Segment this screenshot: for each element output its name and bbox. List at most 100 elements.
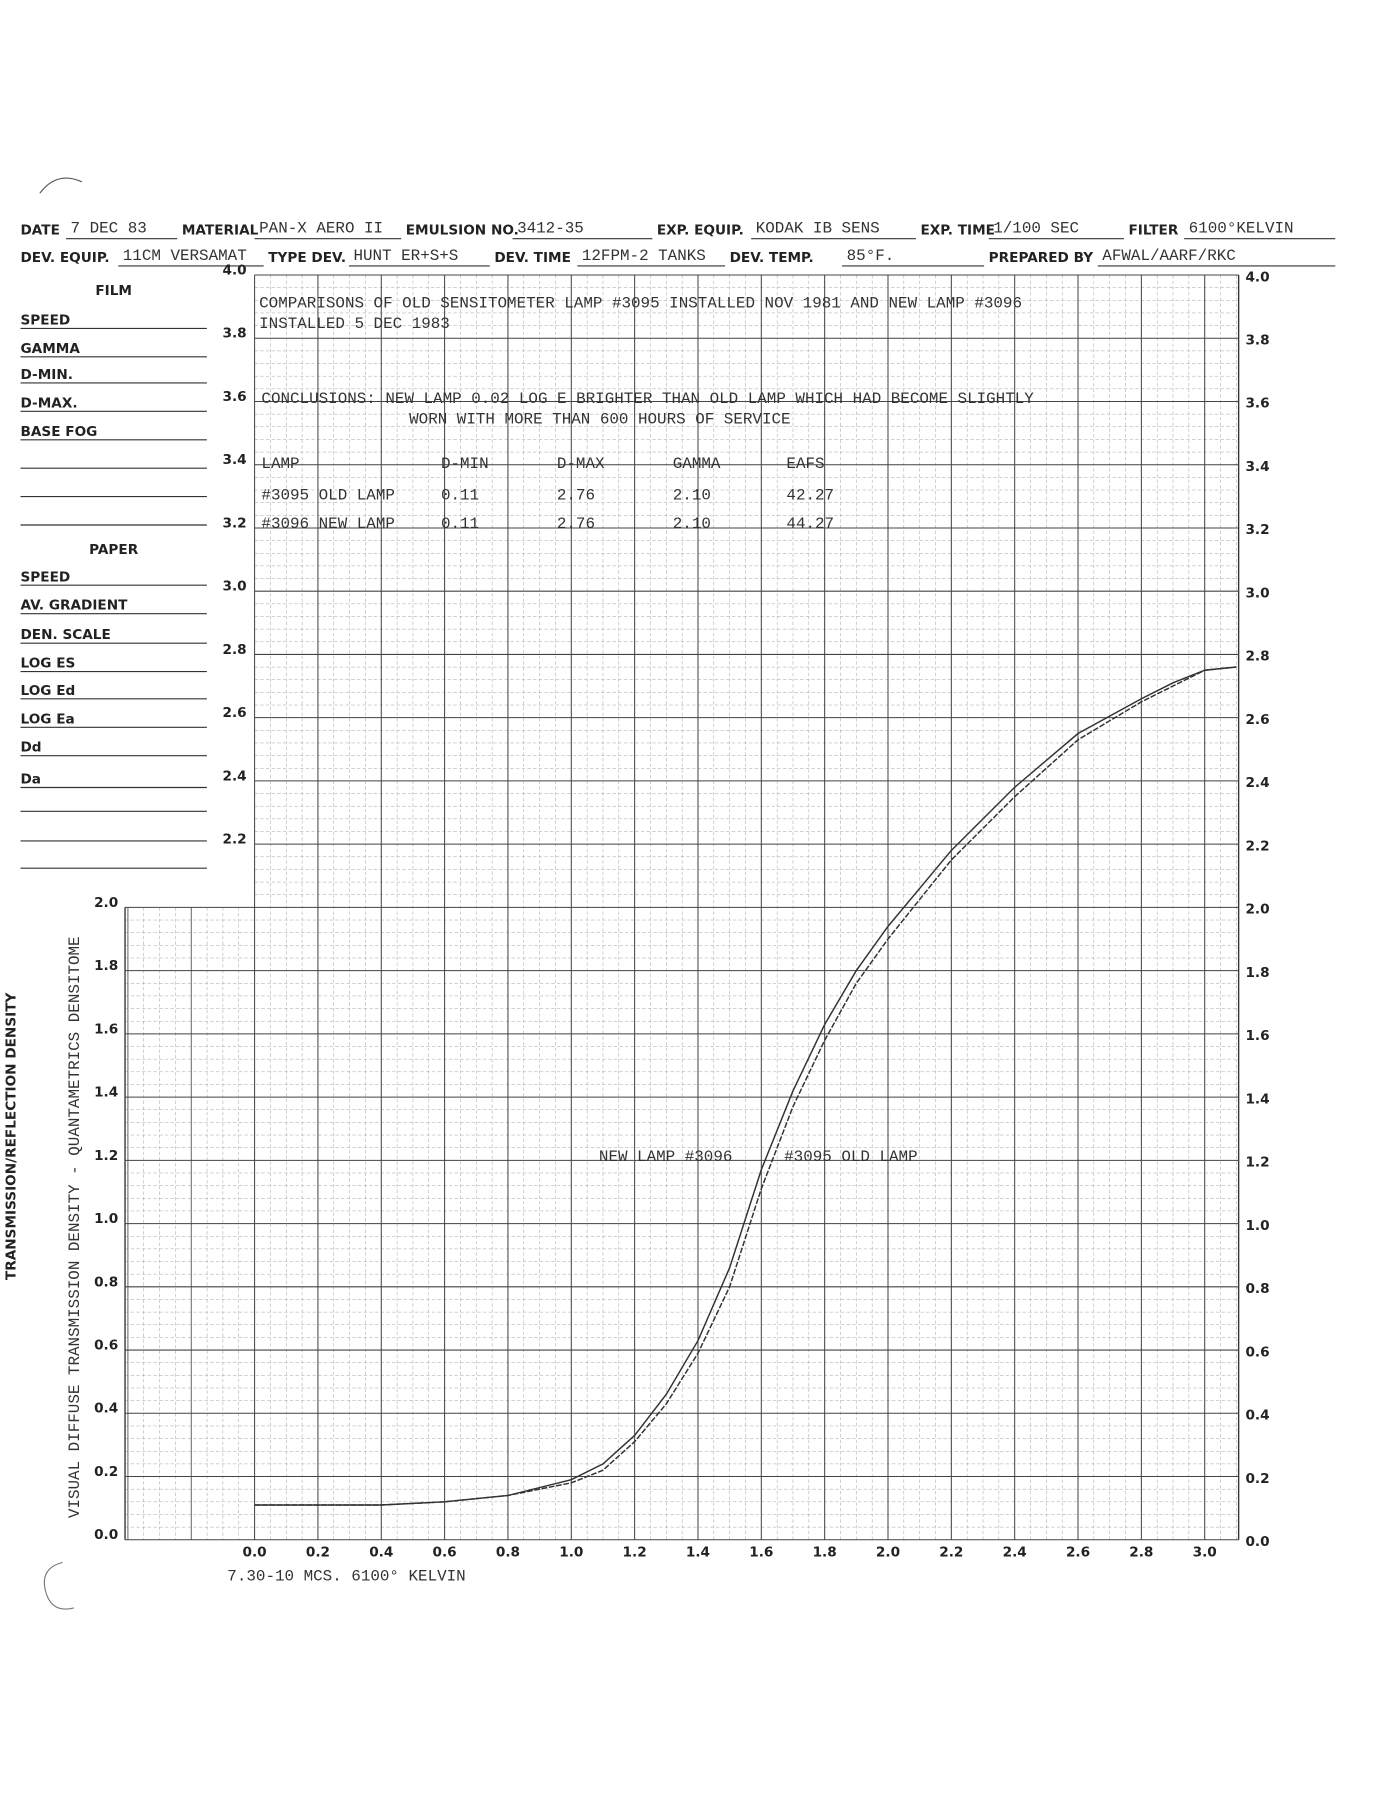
x-tick-label: 2.2 — [939, 1544, 963, 1560]
x-tick-label: 3.0 — [1193, 1544, 1217, 1560]
content: DATE 7 DEC 83 MATERIAL PAN-X AERO II EMULSIO… — [3, 220, 1336, 1585]
y-tick-label: 1.0 — [94, 1211, 118, 1227]
y-tick-label-right: 0.8 — [1245, 1281, 1269, 1297]
table-cell: #3095 OLD LAMP — [261, 487, 395, 505]
y-tick-label-right: 1.2 — [1245, 1155, 1269, 1171]
field-value: 3412-35 — [517, 220, 584, 238]
form-field-label: DEN. SCALE — [21, 627, 111, 643]
y-tick-label: 1.8 — [94, 958, 118, 974]
y-tick-label-right: 2.8 — [1245, 649, 1269, 665]
x-tick-label: 2.4 — [1003, 1544, 1027, 1560]
field-label: EXP. EQUIP. — [657, 223, 744, 239]
x-tick-label: 2.6 — [1066, 1544, 1090, 1560]
y-tick-label: 1.2 — [94, 1148, 118, 1164]
y-tick-label: 0.2 — [94, 1464, 118, 1480]
field-label: EMULSION NO. — [406, 223, 519, 239]
y-tick-label: 3.2 — [222, 515, 246, 531]
table-header: EAFS — [786, 455, 824, 473]
density-curve — [254, 666, 1237, 1506]
field-label: DATE — [21, 223, 60, 239]
x-tick-label: 1.2 — [623, 1544, 647, 1560]
y-tick-label-right: 4.0 — [1245, 269, 1269, 285]
field-value: HUNT ER+S+S — [353, 247, 458, 265]
y-tick-label-right: 0.0 — [1245, 1534, 1269, 1550]
form-field-label: LOG Ed — [21, 683, 76, 699]
y-tick-label-right: 1.4 — [1245, 1091, 1269, 1107]
x-tick-label: 0.4 — [369, 1544, 393, 1560]
x-subtitle: 7.30-10 MCS. 6100° KELVIN — [227, 1567, 465, 1585]
field-value: 1/100 SEC — [993, 220, 1079, 238]
form-field-label: LOG ES — [21, 656, 76, 672]
y-tick-label-right: 2.6 — [1245, 712, 1269, 728]
form-field-label: D-MIN. — [21, 367, 73, 383]
y-tick-label: 4.0 — [222, 262, 246, 278]
curve-annotation: #3095 OLD LAMP — [784, 1148, 918, 1166]
y-tick-label-right: 3.0 — [1245, 585, 1269, 601]
table-header: D-MAX — [557, 455, 605, 473]
y-tick-label-right: 1.8 — [1245, 965, 1269, 981]
form-section-title: FILM — [95, 283, 132, 299]
y-axis-label: VISUAL DIFFUSE TRANSMISSION DENSITY - QU… — [66, 936, 84, 1518]
table-cell: #3096 NEW LAMP — [261, 515, 395, 533]
note-line: COMPARISONS OF OLD SENSITOMETER LAMP #30… — [259, 295, 1022, 313]
field-label: MATERIAL — [182, 223, 259, 239]
x-tick-label: 0.0 — [243, 1544, 267, 1560]
y-tick-label: 1.4 — [94, 1085, 118, 1101]
table-cell: 44.27 — [786, 515, 834, 533]
x-tick-label: 1.6 — [749, 1544, 773, 1560]
y-tick-label-right: 3.4 — [1245, 459, 1269, 475]
field-value: 12FPM-2 TANKS — [582, 247, 706, 265]
y-tick-label-right: 3.6 — [1245, 396, 1269, 412]
form-field-label: SPEED — [21, 312, 71, 328]
y-tick-label-right: 2.4 — [1245, 775, 1269, 791]
form-field-label: D-MAX. — [21, 395, 78, 411]
y-tick-label-right: 0.2 — [1245, 1471, 1269, 1487]
field-label: DEV. TEMP. — [730, 250, 814, 266]
x-tick-label: 0.6 — [433, 1544, 457, 1560]
table-cell: 2.76 — [557, 515, 595, 533]
y-tick-label: 1.6 — [94, 1021, 118, 1037]
curve-annotation: NEW LAMP #3096 — [599, 1148, 733, 1166]
table-cell: 0.11 — [441, 487, 479, 505]
x-tick-label: 2.8 — [1129, 1544, 1153, 1560]
y-tick-label: 3.6 — [222, 389, 246, 405]
y-axis-label-outer: TRANSMISSION/REFLECTION DENSITY — [3, 992, 19, 1280]
form-section-title: PAPER — [89, 542, 139, 558]
y-tick-label-right: 2.2 — [1245, 838, 1269, 854]
form-field-label: AV. GRADIENT — [21, 598, 129, 614]
field-label: TYPE DEV. — [268, 250, 346, 266]
y-tick-label: 0.6 — [94, 1338, 118, 1354]
table-header: LAMP — [261, 455, 299, 473]
y-tick-label: 0.4 — [94, 1401, 118, 1417]
y-tick-label: 2.2 — [222, 832, 246, 848]
y-tick-label-right: 0.6 — [1245, 1344, 1269, 1360]
y-tick-label-right: 1.6 — [1245, 1028, 1269, 1044]
field-label: EXP. TIME — [921, 223, 995, 239]
x-tick-label: 1.4 — [686, 1544, 710, 1560]
field-label: PREPARED BY — [989, 250, 1094, 266]
x-tick-label: 2.0 — [876, 1544, 900, 1560]
punch-hole — [39, 177, 83, 194]
x-tick-label: 1.8 — [813, 1544, 837, 1560]
grid — [124, 274, 1240, 1541]
table-cell: 2.76 — [557, 487, 595, 505]
field-label: DEV. TIME — [494, 250, 571, 266]
form-field-label: BASE FOG — [21, 424, 98, 440]
table-cell: 0.11 — [441, 515, 479, 533]
x-tick-label: 1.0 — [559, 1544, 583, 1560]
y-tick-label-right: 1.0 — [1245, 1218, 1269, 1234]
field-label: FILTER — [1128, 223, 1178, 239]
field-value: KODAK IB SENS — [756, 220, 880, 238]
y-tick-label: 2.8 — [222, 642, 246, 658]
table-cell: 2.10 — [673, 515, 711, 533]
y-tick-label: 3.8 — [222, 326, 246, 342]
field-value: PAN-X AERO II — [259, 220, 383, 238]
y-tick-label: 0.0 — [94, 1527, 118, 1543]
y-tick-label-right: 3.8 — [1245, 333, 1269, 349]
field-label: DEV. EQUIP. — [21, 250, 110, 266]
field-value: 11CM VERSAMAT — [123, 247, 247, 265]
form-field-label: SPEED — [21, 569, 71, 585]
field-value: AFWAL/AARF/RKC — [1102, 247, 1236, 265]
y-tick-label: 3.4 — [222, 452, 246, 468]
